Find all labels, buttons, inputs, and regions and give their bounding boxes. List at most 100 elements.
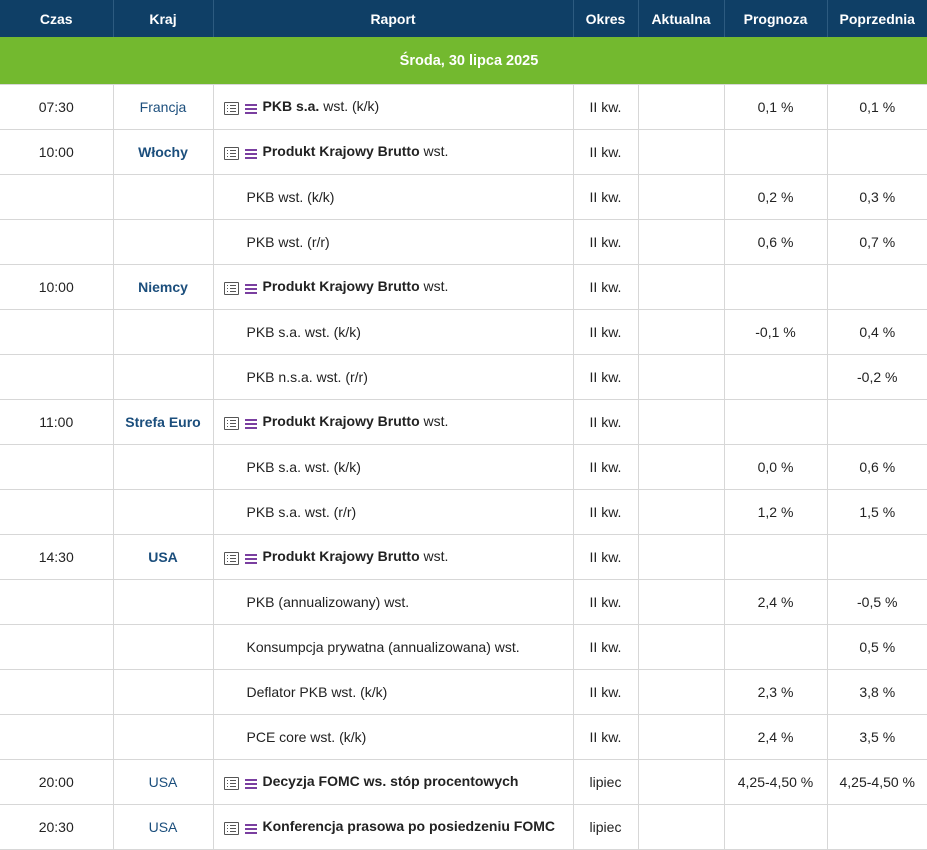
report-title[interactable]: Decyzja FOMC ws. stóp procentowych [262, 773, 519, 790]
table-row: 07:30 Francja PKB s.a. wst. (k/k) II kw. 0,1… [0, 84, 927, 130]
cell-period: II kw. [573, 309, 639, 355]
cell-actual [638, 804, 725, 850]
cell-forecast [724, 399, 828, 445]
cell-forecast [724, 264, 828, 310]
cell-previous: 1,5 % [827, 489, 927, 535]
header-forecast[interactable]: Prognoza [724, 0, 828, 37]
cell-report: PKB wst. (r/r) [213, 219, 574, 265]
report-title[interactable]: PKB s.a. [262, 98, 320, 115]
cell-period: II kw. [573, 444, 639, 490]
cell-actual [638, 399, 725, 445]
cell-period: II kw. [573, 354, 639, 400]
header-actual[interactable]: Aktualna [638, 0, 725, 37]
report-details-icon[interactable] [223, 102, 239, 116]
cell-report[interactable]: Produkt Krajowy Brutto wst. [213, 264, 574, 310]
report-details-icon[interactable] [223, 147, 239, 161]
cell-report[interactable]: Produkt Krajowy Brutto wst. [213, 129, 574, 175]
cell-period: II kw. [573, 264, 639, 310]
cell-previous [827, 804, 927, 850]
cell-country [113, 354, 214, 400]
report-list-icon[interactable] [244, 553, 257, 565]
header-country[interactable]: Kraj [113, 0, 214, 37]
report-title[interactable]: Produkt Krajowy Brutto [262, 548, 420, 565]
report-details-icon[interactable] [223, 777, 239, 791]
cell-time [0, 579, 114, 625]
report-suffix: wst. [419, 143, 449, 160]
cell-forecast: 0,1 % [724, 84, 828, 130]
cell-actual [638, 534, 725, 580]
cell-report[interactable]: Konferencja prasowa po posiedzeniu FOMC [213, 804, 574, 850]
report-sub-item: PKB s.a. wst. (k/k) [246, 459, 361, 475]
cell-country [113, 219, 214, 265]
cell-forecast: 0,0 % [724, 444, 828, 490]
cell-period: II kw. [573, 129, 639, 175]
cell-actual [638, 129, 725, 175]
cell-previous [827, 264, 927, 310]
cell-period: II kw. [573, 714, 639, 760]
report-list-icon[interactable] [244, 823, 257, 835]
table-row: PCE core wst. (k/k) II kw. 2,4 % 3,5 % [0, 714, 927, 760]
cell-forecast [724, 354, 828, 400]
report-list-icon[interactable] [244, 283, 257, 295]
report-title[interactable]: Produkt Krajowy Brutto [262, 278, 420, 295]
cell-previous: 0,1 % [827, 84, 927, 130]
cell-forecast: 2,4 % [724, 579, 828, 625]
header-report[interactable]: Raport [213, 0, 574, 37]
report-list-icon[interactable] [244, 103, 257, 115]
cell-country[interactable]: Francja [113, 84, 214, 130]
cell-previous: 3,5 % [827, 714, 927, 760]
report-icons [223, 100, 257, 116]
cell-country[interactable]: Niemcy [113, 264, 214, 310]
cell-previous: 0,7 % [827, 219, 927, 265]
table-row: PKB wst. (k/k) II kw. 0,2 % 0,3 % [0, 174, 927, 220]
report-title[interactable]: Konferencja prasowa po posiedzeniu FOMC [262, 818, 555, 835]
cell-time [0, 489, 114, 535]
cell-actual [638, 444, 725, 490]
cell-country[interactable]: Włochy [113, 129, 214, 175]
cell-report[interactable]: Produkt Krajowy Brutto wst. [213, 534, 574, 580]
cell-report: Deflator PKB wst. (k/k) [213, 669, 574, 715]
report-details-icon[interactable] [223, 417, 239, 431]
cell-report[interactable]: Produkt Krajowy Brutto wst. [213, 399, 574, 445]
cell-previous: 0,6 % [827, 444, 927, 490]
cell-country [113, 444, 214, 490]
report-title[interactable]: Produkt Krajowy Brutto [262, 143, 420, 160]
cell-forecast: 2,4 % [724, 714, 828, 760]
cell-country [113, 489, 214, 535]
report-title[interactable]: Produkt Krajowy Brutto [262, 413, 420, 430]
table-row: Konsumpcja prywatna (annualizowana) wst.… [0, 624, 927, 670]
report-icons [223, 775, 257, 791]
report-details-icon[interactable] [223, 822, 239, 836]
header-period[interactable]: Okres [573, 0, 639, 37]
cell-country[interactable]: Strefa Euro [113, 399, 214, 445]
report-list-icon[interactable] [244, 148, 257, 160]
cell-forecast: 0,6 % [724, 219, 828, 265]
cell-report[interactable]: Decyzja FOMC ws. stóp procentowych [213, 759, 574, 805]
cell-report: PKB (annualizowany) wst. [213, 579, 574, 625]
cell-country[interactable]: USA [113, 759, 214, 805]
cell-country [113, 309, 214, 355]
cell-time: 14:30 [0, 534, 114, 580]
report-details-icon[interactable] [223, 552, 239, 566]
table-row: PKB s.a. wst. (k/k) II kw. 0,0 % 0,6 % [0, 444, 927, 490]
cell-period: lipiec [573, 804, 639, 850]
cell-country[interactable]: USA [113, 804, 214, 850]
cell-period: II kw. [573, 84, 639, 130]
cell-actual [638, 669, 725, 715]
header-previous[interactable]: Poprzednia [827, 0, 927, 37]
report-list-icon[interactable] [244, 418, 257, 430]
report-details-icon[interactable] [223, 282, 239, 296]
cell-country[interactable]: USA [113, 534, 214, 580]
report-sub-item: PKB (annualizowany) wst. [246, 594, 410, 610]
cell-previous: -0,5 % [827, 579, 927, 625]
header-time[interactable]: Czas [0, 0, 114, 37]
cell-report[interactable]: PKB s.a. wst. (k/k) [213, 84, 574, 130]
report-sub-item: PKB n.s.a. wst. (r/r) [246, 369, 368, 385]
cell-previous: 0,4 % [827, 309, 927, 355]
report-icons [223, 145, 257, 161]
cell-time [0, 624, 114, 670]
cell-actual [638, 759, 725, 805]
cell-time [0, 174, 114, 220]
report-list-icon[interactable] [244, 778, 257, 790]
report-suffix: wst. [419, 413, 449, 430]
